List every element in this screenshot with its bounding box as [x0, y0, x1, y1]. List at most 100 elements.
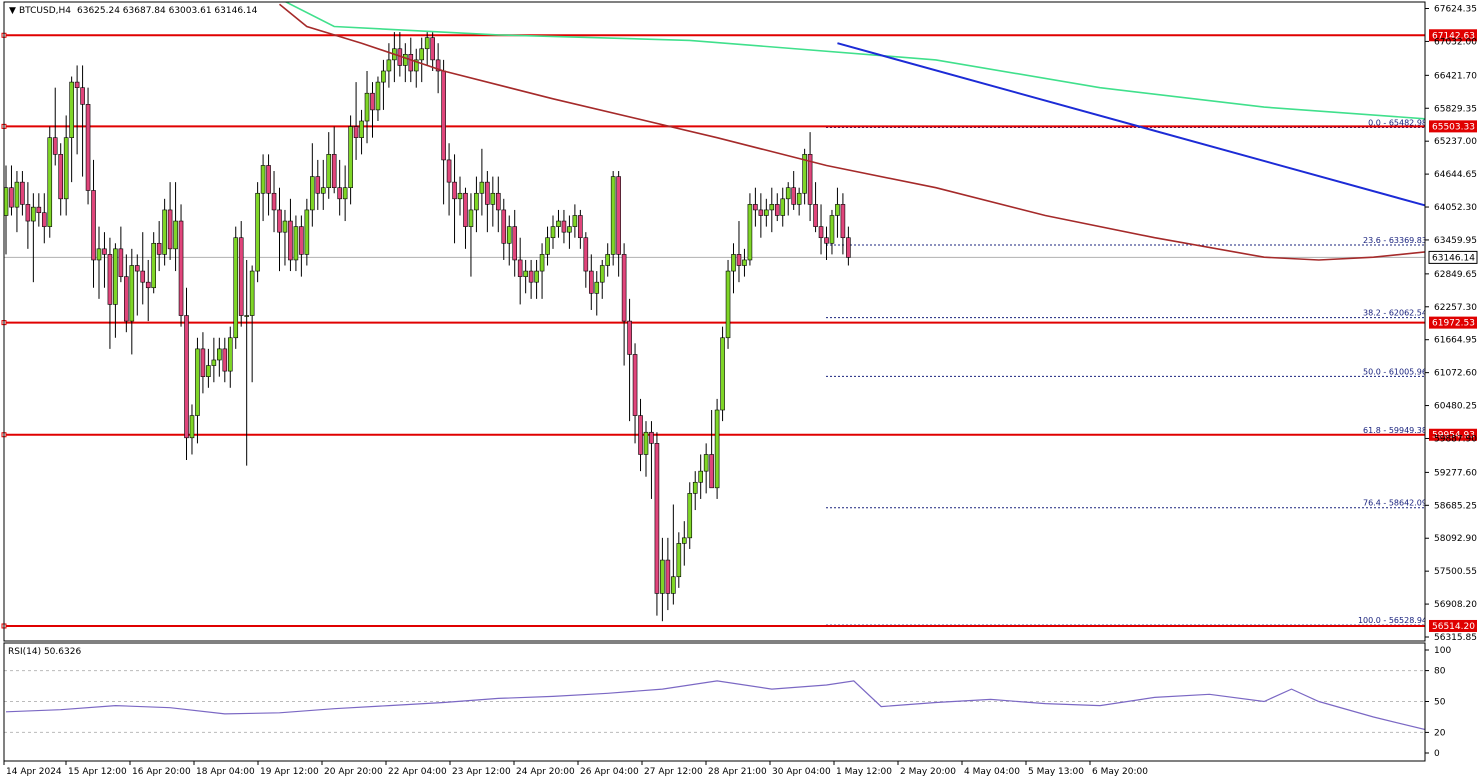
price-tick-label: 67624.35 — [1434, 5, 1477, 15]
candle-body — [381, 71, 385, 82]
candle-body — [42, 213, 46, 227]
candle-body — [64, 138, 68, 199]
candle-body — [518, 260, 522, 277]
candle-body — [92, 190, 96, 259]
candle-body — [846, 238, 850, 258]
candle-body — [819, 227, 823, 238]
price-tick-label: 65237.00 — [1434, 137, 1477, 147]
candle-bearish — [179, 204, 183, 326]
candle-body — [206, 366, 210, 377]
candle-body — [70, 82, 74, 138]
candle-bullish — [234, 227, 238, 349]
candle-body — [617, 177, 621, 255]
candle-body — [589, 271, 593, 293]
candle-bullish — [256, 182, 260, 282]
candle-body — [261, 165, 265, 193]
candle-bullish — [611, 171, 615, 265]
candle-body — [370, 93, 374, 110]
candle-body — [447, 160, 451, 182]
candle-body — [299, 227, 303, 255]
candle-body — [119, 249, 123, 277]
candle-body — [639, 416, 643, 455]
candle-body — [792, 188, 796, 205]
candle-body — [37, 207, 41, 213]
candle-body — [272, 193, 276, 210]
candle-body — [611, 177, 615, 255]
candle-body — [185, 316, 189, 438]
price-tick-label: 63459.95 — [1434, 236, 1477, 246]
price-tick-label: 61072.60 — [1434, 369, 1477, 379]
candle-body — [496, 193, 500, 210]
candle-bearish — [86, 88, 90, 205]
candle-body — [310, 177, 314, 210]
candle-body — [814, 204, 818, 226]
candle-body — [195, 349, 199, 416]
candle-body — [453, 182, 457, 199]
price-tick-label: 56315.85 — [1434, 633, 1477, 643]
candle-body — [753, 204, 757, 210]
price-tick-label: 65829.35 — [1434, 104, 1477, 114]
time-tick-label: 23 Apr 12:00 — [452, 767, 511, 777]
candle-body — [146, 282, 150, 288]
time-tick-label: 26 Apr 04:00 — [580, 767, 639, 777]
candle-body — [633, 354, 637, 415]
candle-body — [491, 193, 495, 204]
candle-body — [775, 204, 779, 215]
candle-body — [190, 416, 194, 438]
fib-level-label: 50.0 - 61005.96 — [1363, 367, 1427, 376]
candle-body — [376, 82, 380, 110]
candle-body — [507, 227, 511, 244]
candle-body — [420, 49, 424, 60]
candle-body — [535, 271, 539, 282]
candle-body — [327, 154, 331, 187]
time-tick-label: 2 May 20:00 — [900, 767, 956, 777]
candle-body — [732, 254, 736, 271]
fib-level-label: 61.8 - 59949.38 — [1363, 426, 1427, 435]
price-tick-label: 59887.90 — [1434, 434, 1477, 444]
price-tick-label: 62257.30 — [1434, 303, 1477, 313]
candle-body — [644, 432, 648, 454]
candle-body — [742, 260, 746, 266]
price-tick-label: 66421.70 — [1434, 71, 1477, 81]
candle-body — [595, 282, 599, 293]
candle-body — [458, 193, 462, 199]
time-tick-label: 28 Apr 21:00 — [708, 767, 767, 777]
candle-body — [715, 410, 719, 488]
candle-body — [31, 207, 35, 221]
candle-body — [228, 338, 232, 371]
candle-body — [786, 188, 790, 199]
collapse-triangle-icon[interactable]: ▼ — [9, 6, 16, 16]
candle-body — [403, 54, 407, 65]
time-tick-label: 5 May 13:00 — [1028, 767, 1084, 777]
candle-body — [764, 210, 768, 216]
candle-body — [267, 165, 271, 193]
candle-body — [682, 538, 686, 544]
time-tick-label: 24 Apr 20:00 — [516, 767, 575, 777]
candle-body — [409, 54, 413, 71]
rsi-label: RSI(14) 50.6326 — [8, 647, 81, 657]
candle-body — [163, 210, 167, 254]
candle-body — [529, 271, 533, 282]
candle-body — [141, 271, 145, 282]
candle-body — [294, 227, 298, 260]
candle-body — [480, 182, 484, 193]
time-tick-label: 22 Apr 04:00 — [388, 767, 447, 777]
candle-body — [245, 316, 249, 317]
time-tick-label: 18 Apr 04:00 — [196, 767, 255, 777]
candle-body — [781, 199, 785, 216]
candle-body — [660, 560, 664, 593]
candle-body — [360, 121, 364, 138]
candle-body — [513, 227, 517, 260]
candle-body — [693, 482, 697, 493]
candle-body — [562, 221, 566, 232]
candle-body — [502, 210, 506, 243]
candle-body — [606, 254, 610, 265]
time-tick-label: 6 May 20:00 — [1092, 767, 1148, 777]
candle-body — [239, 238, 243, 316]
candle-body — [524, 271, 528, 277]
candle-body — [9, 188, 13, 207]
candle-body — [217, 349, 221, 360]
candle-body — [425, 38, 429, 49]
